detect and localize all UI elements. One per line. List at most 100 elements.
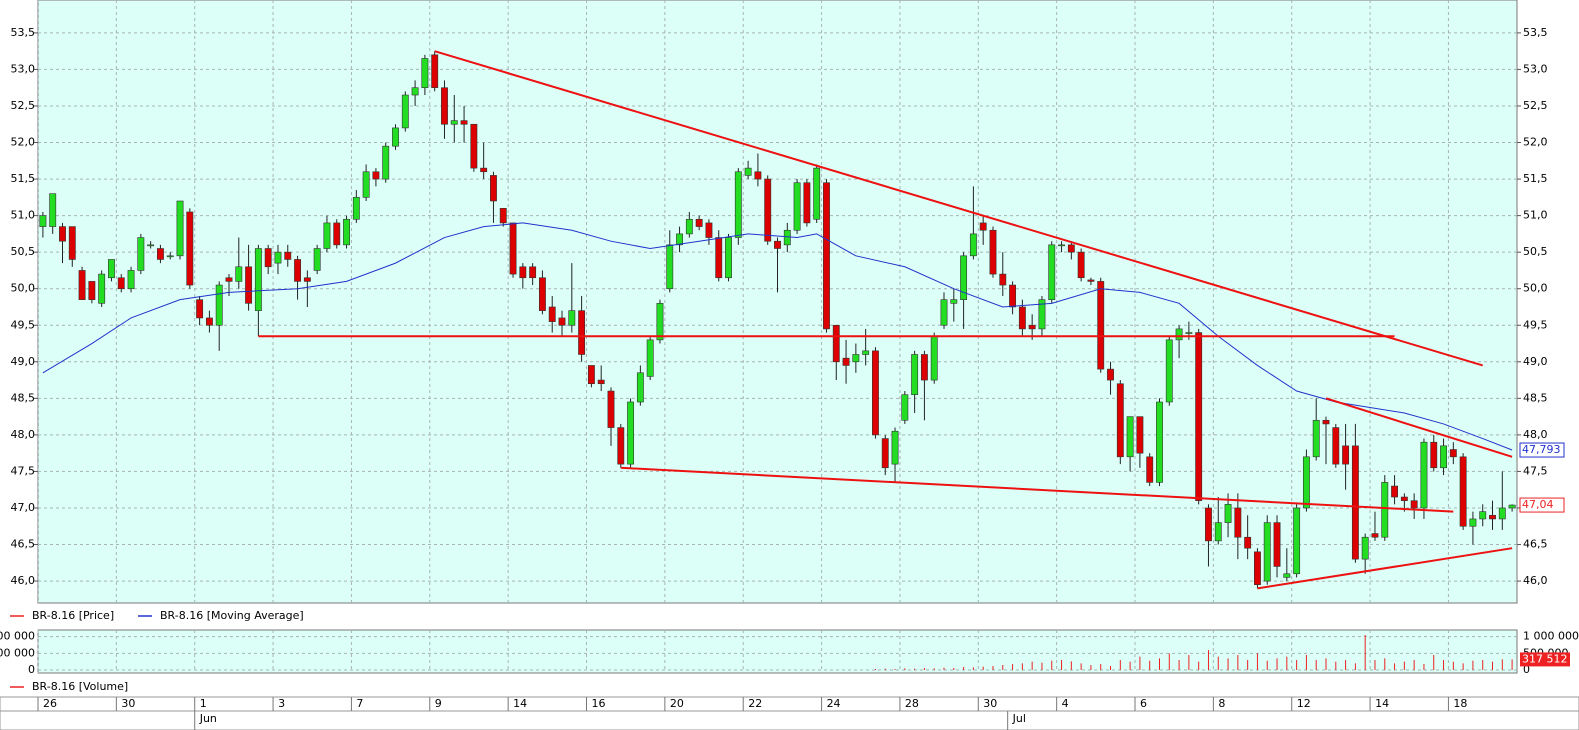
candle-body — [1283, 573, 1291, 578]
candle-body — [1205, 507, 1212, 542]
candle-body — [1391, 485, 1399, 498]
candle-body — [1440, 445, 1447, 469]
candle-body — [1273, 522, 1281, 567]
candle-body — [1332, 427, 1340, 465]
candle-body — [901, 394, 909, 421]
x-tick-label: 3 — [278, 697, 285, 710]
candle-body — [803, 182, 811, 224]
candle-body — [930, 335, 938, 381]
volume-tick-label: 1 000 000 — [0, 630, 35, 643]
candle-body — [764, 178, 772, 242]
candle-body — [548, 306, 556, 322]
candle-body — [1342, 445, 1350, 465]
candle-body — [490, 175, 497, 202]
candle-body — [1351, 445, 1359, 560]
candle-body — [411, 87, 419, 96]
candle-body — [460, 120, 468, 125]
candle-body — [676, 233, 683, 246]
y-tick-label: 49,0 — [1523, 355, 1548, 368]
candle-body — [137, 237, 145, 271]
trendline — [1257, 547, 1513, 590]
candle-body — [372, 171, 380, 180]
y-tick-label: 52,5 — [11, 99, 36, 112]
candle-body — [1087, 279, 1095, 282]
average-label-box — [1519, 442, 1565, 458]
candle-body — [1293, 507, 1301, 575]
candle-body — [98, 273, 106, 304]
price-label-box — [1519, 497, 1565, 513]
y-tick-label: 46,5 — [1523, 538, 1548, 551]
candle-body — [597, 379, 605, 385]
volume-last-box — [1520, 652, 1570, 667]
candle-body — [147, 244, 155, 247]
candle-body — [1254, 551, 1261, 586]
candle-body — [245, 266, 253, 304]
candle-body — [872, 350, 879, 436]
candle-body — [823, 182, 830, 330]
candle-body — [989, 229, 997, 275]
candle-body — [607, 390, 615, 428]
x-tick-label: 30 — [121, 697, 135, 710]
x-tick-label: 16 — [592, 697, 606, 710]
candle-body — [1214, 522, 1222, 542]
candle-body — [323, 222, 331, 249]
x-tick-label: 28 — [905, 697, 919, 710]
candle-body — [813, 167, 821, 220]
x-tick-label: 9 — [435, 697, 442, 710]
candle-body — [362, 171, 370, 198]
y-tick-label: 53,0 — [1523, 62, 1548, 75]
y-tick-label: 50,5 — [1523, 245, 1548, 258]
candle-body — [979, 222, 987, 231]
candle-body — [774, 240, 781, 249]
candle-body — [127, 270, 135, 290]
candle-body — [1420, 441, 1428, 509]
candle-body — [627, 401, 635, 465]
y-tick-label: 51,5 — [1523, 172, 1548, 185]
y-tick-label: 47,5 — [1523, 464, 1548, 477]
y-tick-label: 46,0 — [11, 574, 36, 587]
trendline — [1325, 397, 1513, 458]
candle-body — [832, 324, 840, 363]
candle-body — [1244, 536, 1252, 549]
candle-body — [156, 248, 164, 260]
trendline — [620, 466, 1454, 513]
candle-body — [303, 277, 311, 282]
candle-body — [940, 299, 948, 326]
y-tick-label: 47,0 — [11, 501, 36, 514]
candle-body — [705, 222, 713, 238]
candle-body — [450, 120, 458, 125]
candle-body — [1146, 456, 1154, 483]
x-tick-label: 6 — [1140, 697, 1147, 710]
candle-body — [1302, 456, 1310, 509]
candle-body — [78, 270, 86, 300]
candle-body — [1449, 449, 1457, 458]
candle-body — [587, 365, 595, 385]
candle-body — [519, 266, 527, 279]
x-tick-label: 12 — [1297, 697, 1311, 710]
volume-tick-label: 0 — [28, 663, 35, 676]
candle-body — [666, 244, 674, 290]
y-tick-label: 53,5 — [1523, 26, 1548, 39]
y-tick-label: 52,0 — [11, 136, 36, 149]
candle-body — [1077, 251, 1085, 279]
candle-body — [1038, 299, 1046, 330]
candle-body — [999, 273, 1007, 286]
candle-body — [1469, 518, 1477, 527]
candle-body — [1156, 401, 1163, 483]
candle-body — [1371, 533, 1379, 538]
candle-body — [793, 182, 801, 231]
x-tick-label: 22 — [748, 697, 762, 710]
y-tick-label: 52,5 — [1523, 99, 1548, 112]
candle-body — [1116, 383, 1124, 458]
candle-body — [842, 357, 850, 366]
candle-body — [1048, 244, 1056, 300]
y-tick-label: 51,0 — [1523, 209, 1548, 222]
candle-body — [656, 303, 664, 341]
candle-body — [186, 211, 194, 286]
candle-body — [1018, 306, 1026, 330]
x-tick-label: 14 — [513, 697, 527, 710]
x-tick-label: 7 — [356, 697, 363, 710]
candle-body — [176, 200, 184, 257]
volume-tick-label: 1 000 000 — [1523, 630, 1579, 643]
candle-body — [783, 229, 791, 246]
